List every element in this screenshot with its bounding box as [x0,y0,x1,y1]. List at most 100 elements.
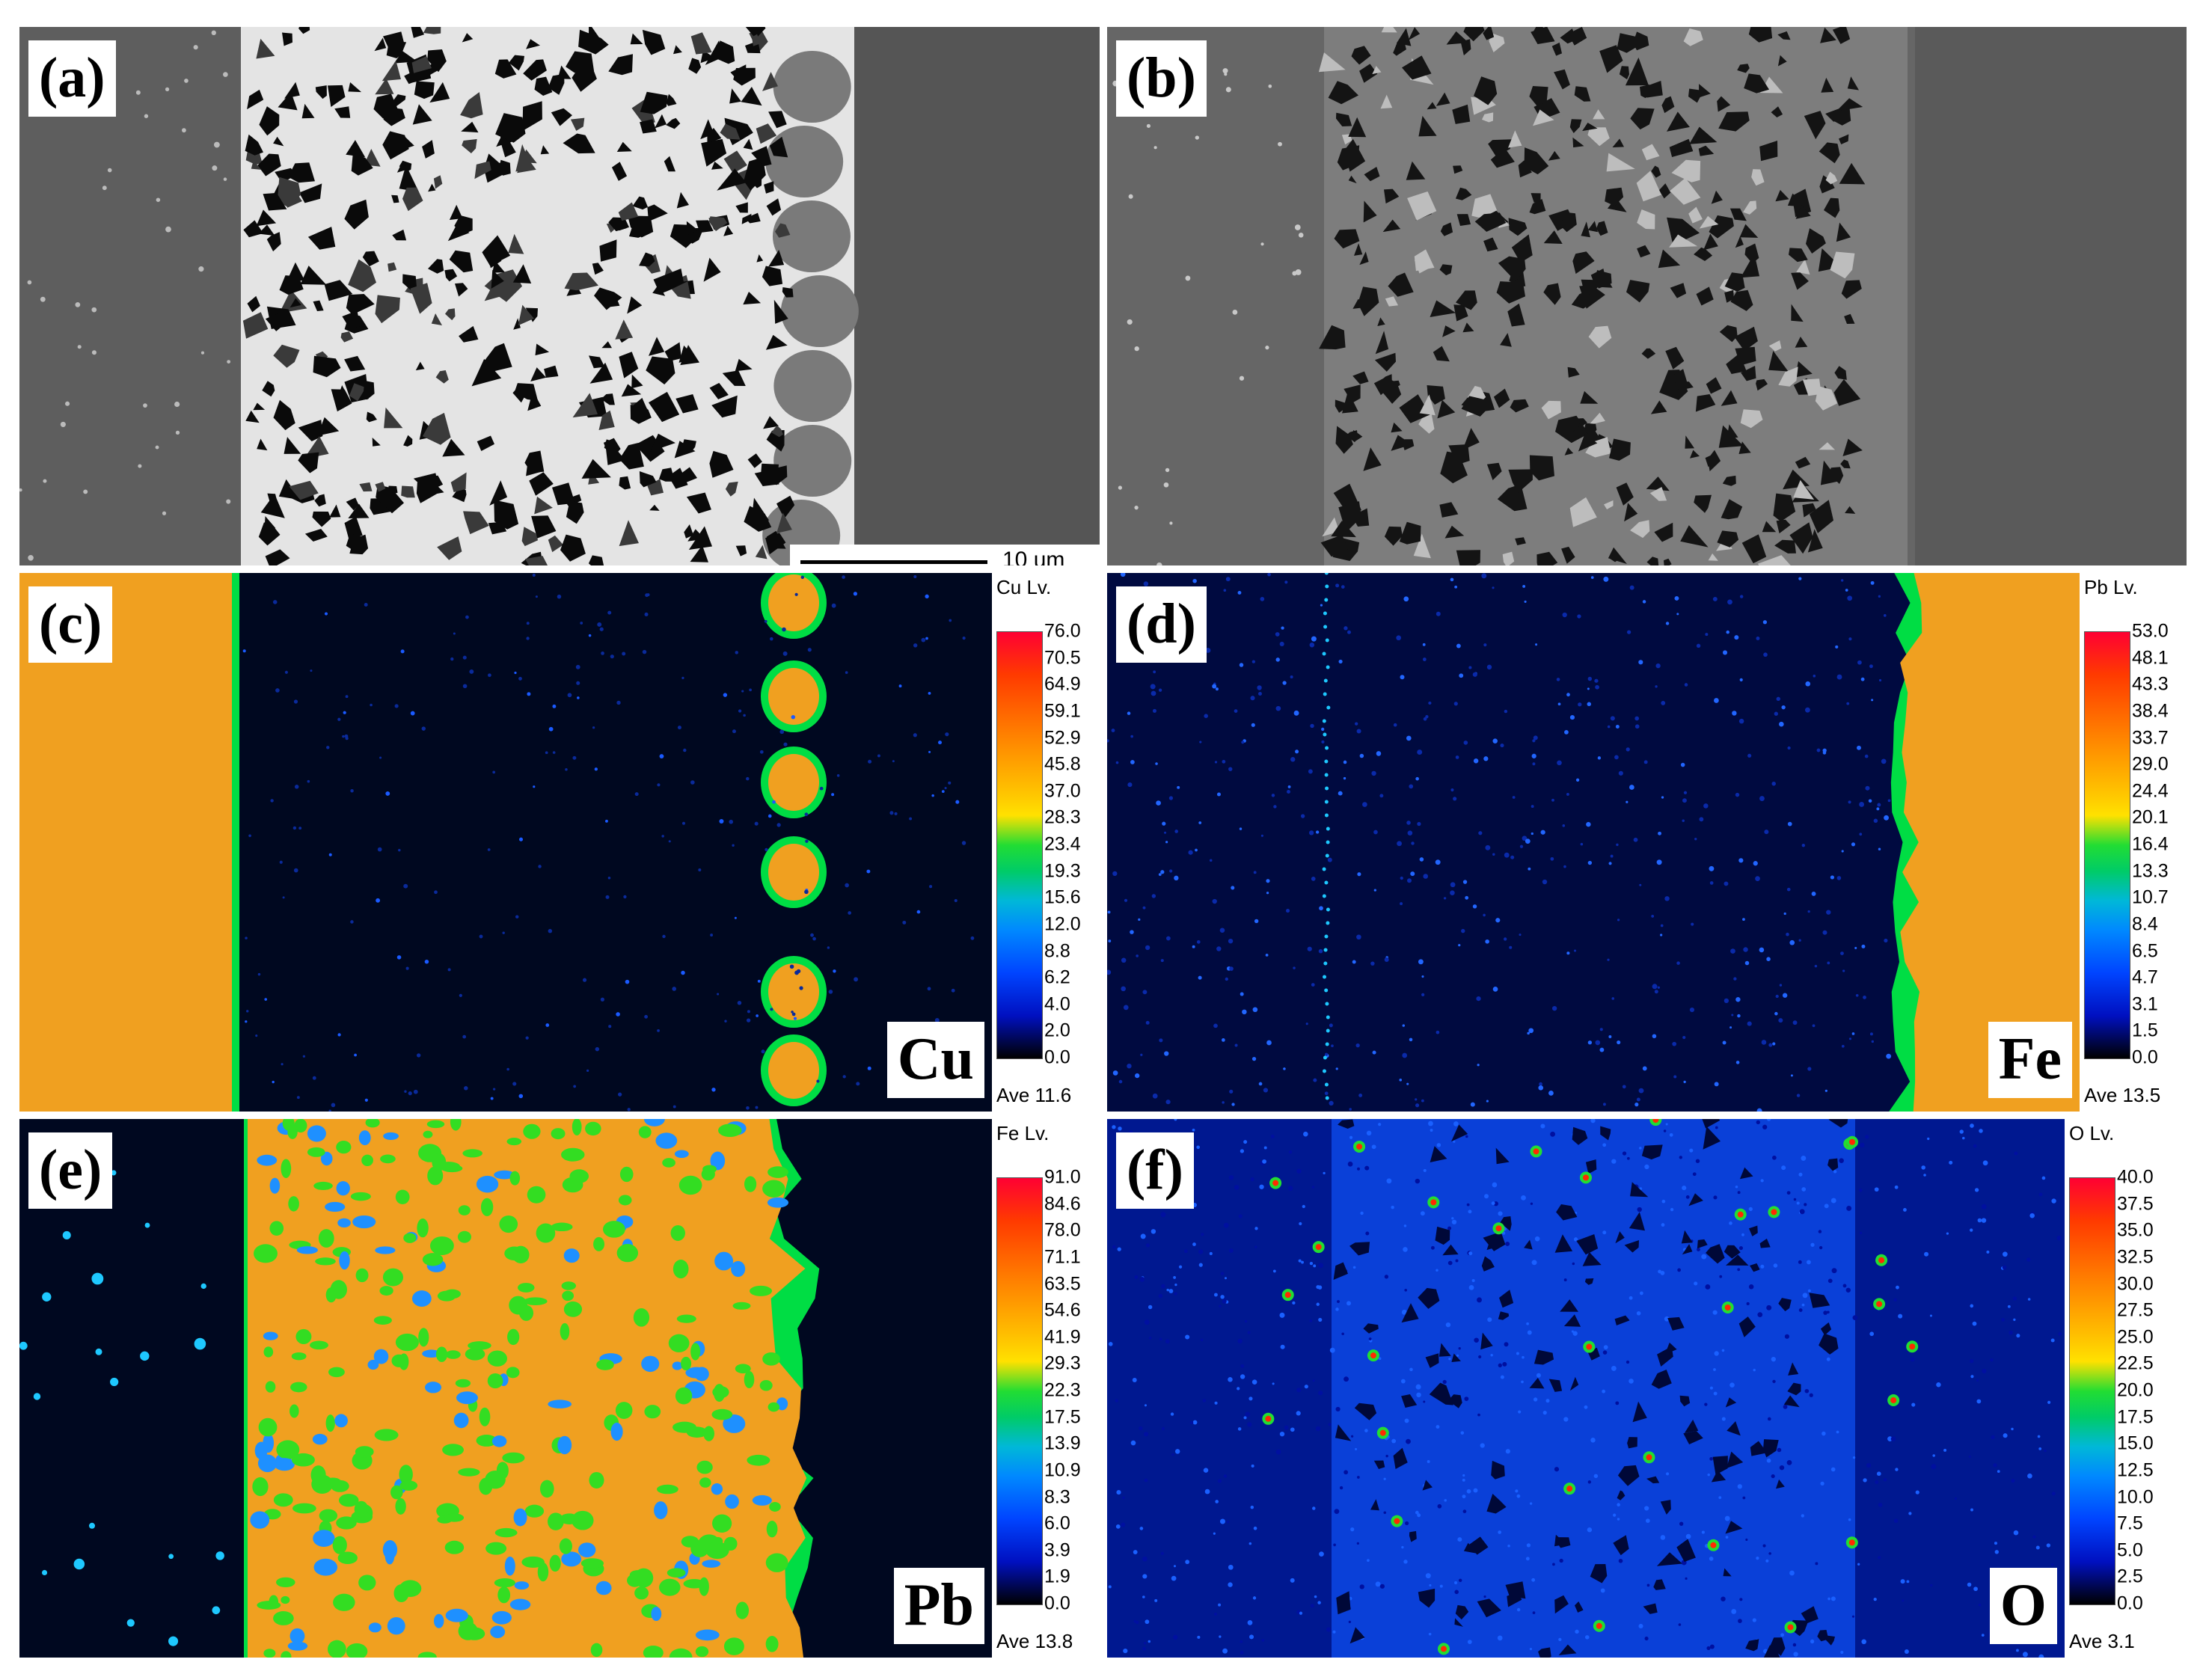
legend-tick-label: 43.3 [2132,673,2169,695]
legend-tick-label: 6.0 [1044,1512,1070,1534]
legend-color-bar [996,1177,1043,1605]
legend-tick-label: 19.3 [1044,860,1081,882]
panel-label: (d) [1116,586,1207,663]
color-scale-legend-d: Pb Lv. 53.0 48.1 43.3 38.4 33.7 29.0 24.4 20.1 16… [2080,573,2187,1112]
legend-tick-label: 29.0 [2132,753,2169,775]
legend-tick-label: 22.3 [1044,1379,1081,1401]
legend-tick-label: 6.5 [2132,940,2158,961]
panel-label: (b) [1116,40,1207,117]
panel-d-fe-map: (d) Fe [1107,573,2080,1112]
scale-bar: 10 um [790,545,1100,565]
legend-tick-label: 91.0 [1044,1166,1081,1188]
legend-tick-label: 38.4 [2132,700,2169,722]
legend-tick-label: 35.0 [2117,1219,2154,1241]
color-scale-legend-c: Cu Lv. 76.0 70.5 64.9 59.1 52.9 45.8 37.0 28.3 23… [992,573,1100,1112]
legend-tick-label: 20.1 [2132,806,2169,828]
legend-tick-label: 22.5 [2117,1352,2154,1374]
legend-tick-label: 1.9 [1044,1566,1070,1587]
legend-tick-label: 4.0 [1044,993,1070,1015]
legend-title: Fe Lv. [996,1122,1050,1144]
eds-map-cu [19,573,992,1112]
legend-tick-label: 30.0 [2117,1273,2154,1294]
legend-tick-label: 10.0 [2117,1486,2154,1507]
legend-tick-label: 15.0 [2117,1432,2154,1454]
legend-tick-label: 15.6 [1044,886,1081,908]
legend-tick-label: 12.0 [1044,913,1081,935]
legend-tick-label: 8.3 [1044,1486,1070,1507]
panel-f-o-map: (f) O [1107,1119,2065,1658]
panel-b-sem-image: (b) [1107,27,2187,565]
legend-tick-label: 0.0 [1044,1046,1070,1068]
legend-color-bar [996,631,1043,1059]
legend-tick-label: 63.5 [1044,1273,1081,1294]
legend-tick-label: 16.4 [2132,833,2169,855]
element-label: O [1989,1568,2057,1644]
legend-tick-label: 17.5 [1044,1406,1081,1428]
legend-tick-label: 0.0 [2117,1592,2143,1614]
legend-tick-label: 78.0 [1044,1219,1081,1241]
legend-tick-label: 28.3 [1044,806,1081,828]
legend-tick-label: 52.9 [1044,727,1081,748]
legend-tick-label: 8.4 [2132,913,2158,935]
element-label: Fe [1988,1022,2072,1098]
legend-average: Ave 3.1 [2069,1630,2135,1652]
sem-micrograph-b [1107,27,2187,565]
legend-tick-label: 84.6 [1044,1193,1081,1215]
legend-title: Cu Lv. [996,576,1052,598]
legend-tick-label: 64.9 [1044,673,1081,695]
legend-tick-label: 12.5 [2117,1459,2154,1481]
legend-tick-label: 70.5 [1044,647,1081,669]
legend-tick-label: 48.1 [2132,647,2169,669]
legend-title: O Lv. [2069,1122,2115,1144]
legend-title: Pb Lv. [2084,576,2138,598]
panel-label: (a) [28,40,116,117]
legend-tick-label: 23.4 [1044,833,1081,855]
sem-micrograph-a [19,27,1100,565]
legend-tick-label: 24.4 [2132,780,2169,802]
legend-tick-label: 4.7 [2132,966,2158,988]
legend-tick-label: 0.0 [1044,1592,1070,1614]
eds-map-fe [1107,573,2080,1112]
legend-tick-label: 33.7 [2132,727,2169,748]
legend-tick-label: 54.6 [1044,1299,1081,1321]
legend-tick-label: 76.0 [1044,620,1081,642]
legend-tick-label: 8.8 [1044,940,1070,961]
legend-tick-label: 2.5 [2117,1566,2143,1587]
legend-tick-label: 17.5 [2117,1406,2154,1428]
legend-tick-label: 45.8 [1044,753,1081,775]
legend-tick-label: 13.9 [1044,1432,1081,1454]
panel-label: (c) [28,586,113,663]
panel-label: (e) [28,1132,113,1209]
element-label: Pb [893,1568,984,1644]
legend-tick-label: 59.1 [1044,700,1081,722]
scale-bar-label: 10 um [1002,548,1065,565]
legend-tick-label: 5.0 [2117,1539,2143,1561]
legend-average: Ave 13.8 [996,1630,1073,1652]
legend-tick-label: 20.0 [2117,1379,2154,1401]
legend-tick-label: 13.3 [2132,860,2169,882]
legend-tick-label: 37.5 [2117,1193,2154,1215]
legend-tick-label: 6.2 [1044,966,1070,988]
eds-map-pb [19,1119,992,1658]
legend-tick-label: 27.5 [2117,1299,2154,1321]
legend-tick-label: 1.5 [2132,1020,2158,1041]
legend-tick-label: 37.0 [1044,780,1081,802]
legend-color-bar [2069,1177,2115,1605]
panel-e-pb-map: (e) Pb [19,1119,992,1658]
legend-tick-label: 71.1 [1044,1246,1081,1268]
legend-tick-label: 10.7 [2132,886,2169,908]
legend-tick-label: 0.0 [2132,1046,2158,1068]
element-label: Cu [886,1022,984,1098]
legend-tick-label: 53.0 [2132,620,2169,642]
legend-tick-label: 3.9 [1044,1539,1070,1561]
legend-tick-label: 40.0 [2117,1166,2154,1188]
panel-a-sem-image: (a) 10 um [19,27,1100,565]
legend-tick-label: 41.9 [1044,1326,1081,1348]
legend-tick-label: 7.5 [2117,1512,2143,1534]
legend-tick-label: 3.1 [2132,993,2158,1015]
panel-c-cu-map: (c) Cu [19,573,992,1112]
legend-color-bar [2084,631,2130,1059]
legend-tick-label: 29.3 [1044,1352,1081,1374]
color-scale-legend-e: Fe Lv. 91.0 84.6 78.0 71.1 63.5 54.6 41.9 29.3 22… [992,1119,1100,1658]
legend-tick-label: 25.0 [2117,1326,2154,1348]
